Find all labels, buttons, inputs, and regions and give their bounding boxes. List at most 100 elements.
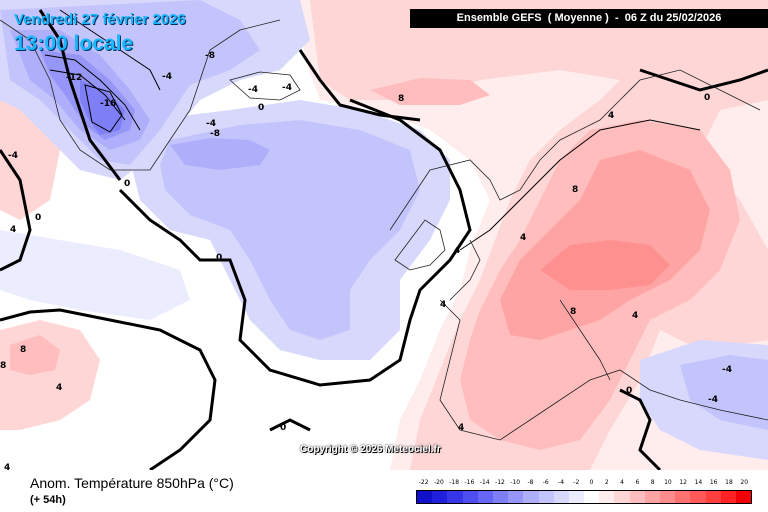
scale-swatch: [629, 491, 645, 503]
zero-contour-atlantic: [118, 98, 472, 387]
contour-label: 0: [258, 103, 264, 113]
contour-label: 0: [124, 179, 130, 189]
scale-swatch: [553, 491, 569, 503]
scale-labels: -22 -20 -18 -16 -14 -12 -10 -8 -6 -4 -2 0 2 4 6 8 10 12 14…: [416, 479, 752, 489]
contour-label: -4: [248, 85, 258, 95]
scale-swatch: [523, 491, 539, 503]
contour-8-greenland: [44, 54, 141, 131]
contour-label: -8: [210, 129, 220, 139]
contour-label: 4: [56, 383, 62, 393]
forecast-time: 13:00 locale: [14, 32, 134, 55]
scale-label: -12: [495, 479, 505, 486]
contour-label: 0: [626, 386, 632, 396]
zero-contour-ne: [639, 68, 768, 92]
scale-swatch: [720, 491, 736, 503]
contour-label: 0: [35, 213, 41, 223]
contour-label: 8: [398, 94, 404, 104]
scale-swatch: [690, 491, 706, 503]
cold-anomaly-eastmed-4: [680, 355, 768, 430]
contour-label: 4: [608, 111, 614, 121]
contour-label: 4: [458, 423, 464, 433]
scale-swatch: [538, 491, 554, 503]
scale-swatch: [599, 491, 615, 503]
contour-label: 4: [10, 225, 16, 235]
parameter-title: Anom. Température 850hPa (°C): [30, 475, 234, 491]
contour-label: -12: [66, 73, 82, 83]
zero-contour-north: [298, 49, 421, 122]
scale-bar: [416, 490, 752, 504]
contour-label: 8: [570, 307, 576, 317]
copyright-notice: Copyright © 2026 Meteociel.fr: [300, 444, 441, 455]
warm-anomaly-azores-core: [10, 335, 60, 375]
temperature-anomaly-map: -16 -12 -8 -8 -4 -4 -4 -4 -4 0 0 0 0 0 0…: [0, 0, 768, 470]
coastline-uk: [394, 219, 446, 271]
contour-12-greenland: [49, 69, 126, 121]
scale-swatch: [675, 491, 691, 503]
zero-contour-greenland: [38, 9, 122, 181]
contour-label: 8: [572, 185, 578, 195]
scale-label: -22: [418, 479, 429, 486]
coastline-greenland: [0, 19, 281, 171]
contour-label: -4: [8, 151, 18, 161]
contour-16-greenland: [84, 84, 123, 133]
scale-swatch: [568, 491, 585, 503]
scale-swatch: [477, 491, 493, 503]
scale-label: -20: [433, 479, 444, 486]
cold-anomaly-greenland-16: [80, 80, 125, 135]
contour-label: -4: [206, 119, 216, 129]
coastline-europe: [389, 69, 768, 441]
scale-label: 20: [740, 479, 749, 486]
scale-label: -16: [464, 479, 475, 486]
cold-anomaly-zone-atlantic-6: [170, 138, 270, 170]
contour-label: -4: [282, 83, 292, 93]
scale-swatch: [462, 491, 478, 503]
zero-contour-east: [619, 388, 662, 470]
scale-label: 18: [725, 479, 733, 486]
contour-label: 4: [440, 300, 446, 310]
zero-contour-south: [269, 418, 311, 432]
contour-label: 0: [704, 93, 710, 103]
scale-label: 12: [679, 479, 687, 486]
scale-label: -18: [449, 479, 460, 486]
scale-swatch: [508, 491, 524, 503]
contour-label: -8: [205, 51, 215, 61]
scale-label: 10: [664, 479, 672, 486]
contour-label: 4: [454, 246, 460, 256]
color-scale-legend: -22 -20 -18 -16 -14 -12 -10 -8 -6 -4 -2 0 2 4 6 8 10 12 14…: [416, 479, 752, 509]
scale-swatch: [432, 491, 448, 503]
model-run-banner: Ensemble GEFS ( Moyenne ) - 06 Z du 25/0…: [410, 9, 768, 28]
scale-label: 14: [694, 479, 703, 486]
contour-label: -4: [722, 365, 732, 375]
scale-label: 2: [604, 479, 609, 486]
map-footer: Anom. Température 850hPa (°C) (+ 54h) -2…: [0, 470, 768, 512]
scale-label: -10: [510, 479, 521, 486]
lead-time: (+ 54h): [30, 494, 66, 506]
contour-label: 8: [20, 345, 26, 355]
scale-swatch: [492, 491, 509, 503]
scale-swatch: [660, 491, 676, 503]
scale-label: -4: [558, 479, 565, 486]
contour-label: 8: [0, 361, 6, 371]
scale-label: 16: [709, 479, 718, 486]
contour-label: 4: [520, 233, 526, 243]
scale-swatch: [644, 491, 660, 503]
scale-label: 8: [650, 479, 655, 486]
scale-swatch: [417, 491, 433, 503]
scale-label: -2: [573, 479, 580, 486]
warm-anomaly-north: [370, 78, 490, 105]
scale-label: -8: [527, 479, 534, 486]
scale-label: 6: [635, 479, 640, 486]
cold-anomaly-west: [0, 230, 190, 320]
contour-4-europe: [459, 119, 701, 251]
cold-anomaly-zone-atlantic-4: [160, 120, 420, 340]
scale-label: 0: [589, 479, 594, 486]
scale-swatch: [705, 491, 721, 503]
scale-label: -6: [542, 479, 549, 486]
forecast-date: Vendredi 27 février 2026: [14, 11, 186, 28]
contour-label: 4: [632, 311, 638, 321]
scale-label: 4: [620, 479, 624, 486]
contour-label: 0: [280, 423, 286, 433]
coastline-iceland: [229, 71, 301, 101]
contour-label: -4: [708, 395, 718, 405]
zero-contour-azores: [0, 308, 217, 470]
